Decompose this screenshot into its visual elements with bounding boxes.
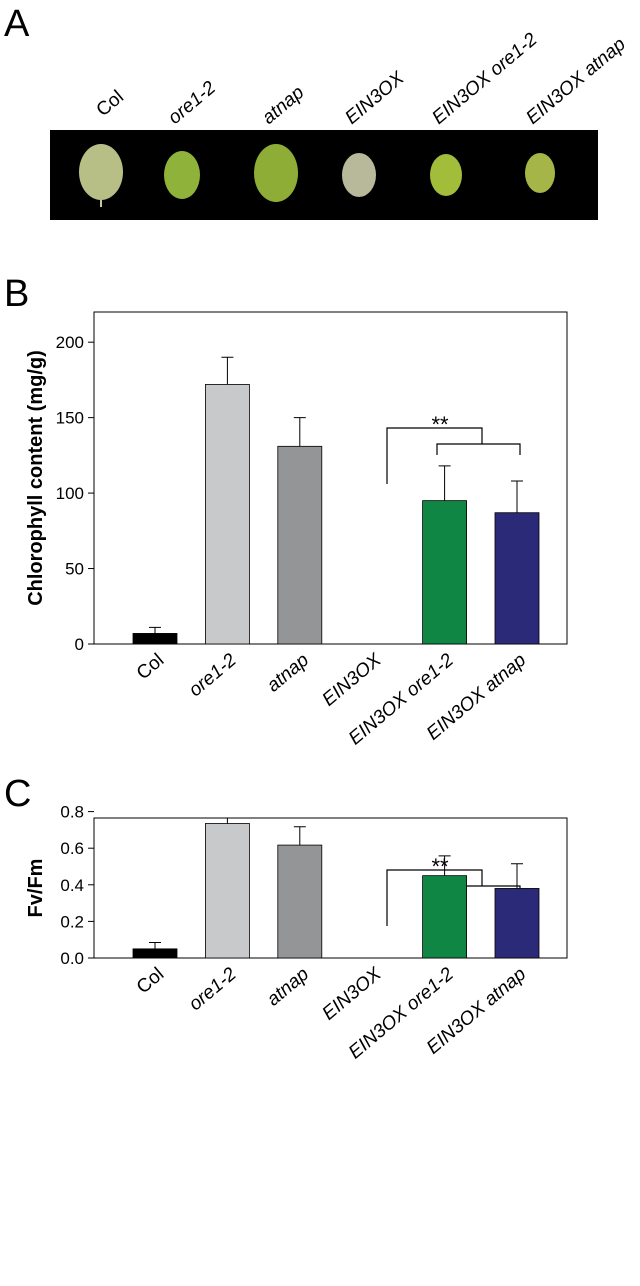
error-bar [221,356,234,385]
error-bar [149,626,161,634]
error-bar [511,863,523,889]
error-bar [221,817,234,824]
y-tick-label: 200 [56,333,84,352]
y-tick-label: 150 [56,409,84,428]
x-tick-label: Col [133,964,168,998]
error-bar [511,480,523,513]
leaf-label: EIN3OX [341,67,409,129]
bar [204,823,250,959]
bar [277,844,323,959]
y-tick-label: 0 [75,635,84,654]
bar [277,445,323,645]
x-tick-label: EIN3OX [319,649,387,711]
bar [422,500,468,645]
error-bar [149,941,161,949]
y-axis-label: Chlorophyll content (mg/g) [25,350,47,606]
x-tick-label: ore1-2 [185,963,241,1015]
panel-label: A [4,3,30,45]
error-bar [438,465,451,501]
error-bar [293,417,306,447]
y-axis-label: Fv/Fm [25,859,47,918]
panel-label: B [4,273,29,315]
bar [204,384,250,645]
x-tick-label: atnap [263,650,313,697]
x-tick-label: Col [133,650,168,684]
error-bar [438,855,451,876]
bar [132,633,178,645]
x-tick-label: atnap [263,964,313,1011]
plot-frame [93,817,568,959]
y-tick-label: 100 [56,484,84,503]
significance-annotation: ** [431,412,449,437]
y-tick-label: 0.4 [60,876,84,895]
plot-frame [93,311,568,645]
bar [494,512,540,645]
leaf-label: ore1-2 [164,77,220,129]
x-tick-label: ore1-2 [185,649,241,701]
y-tick-label: 0.2 [60,912,84,931]
x-tick-label: EIN3OX [319,963,387,1025]
leaf-label: EIN3OX atnap [522,34,629,129]
y-tick-label: 0.0 [60,949,84,968]
bar [494,888,540,959]
leaves [79,144,555,207]
bar [132,948,178,959]
y-tick-label: 0.6 [60,839,84,858]
y-tick-label: 0.8 [60,803,84,822]
leaf-label: atnap [258,82,308,129]
significance-annotation: ** [431,854,449,879]
y-tick-label: 50 [65,560,84,579]
error-bar [293,826,306,846]
leaf-label: Col [93,87,128,121]
leaf-photo [50,130,598,220]
panel-label: C [4,773,31,815]
bar [422,875,468,959]
